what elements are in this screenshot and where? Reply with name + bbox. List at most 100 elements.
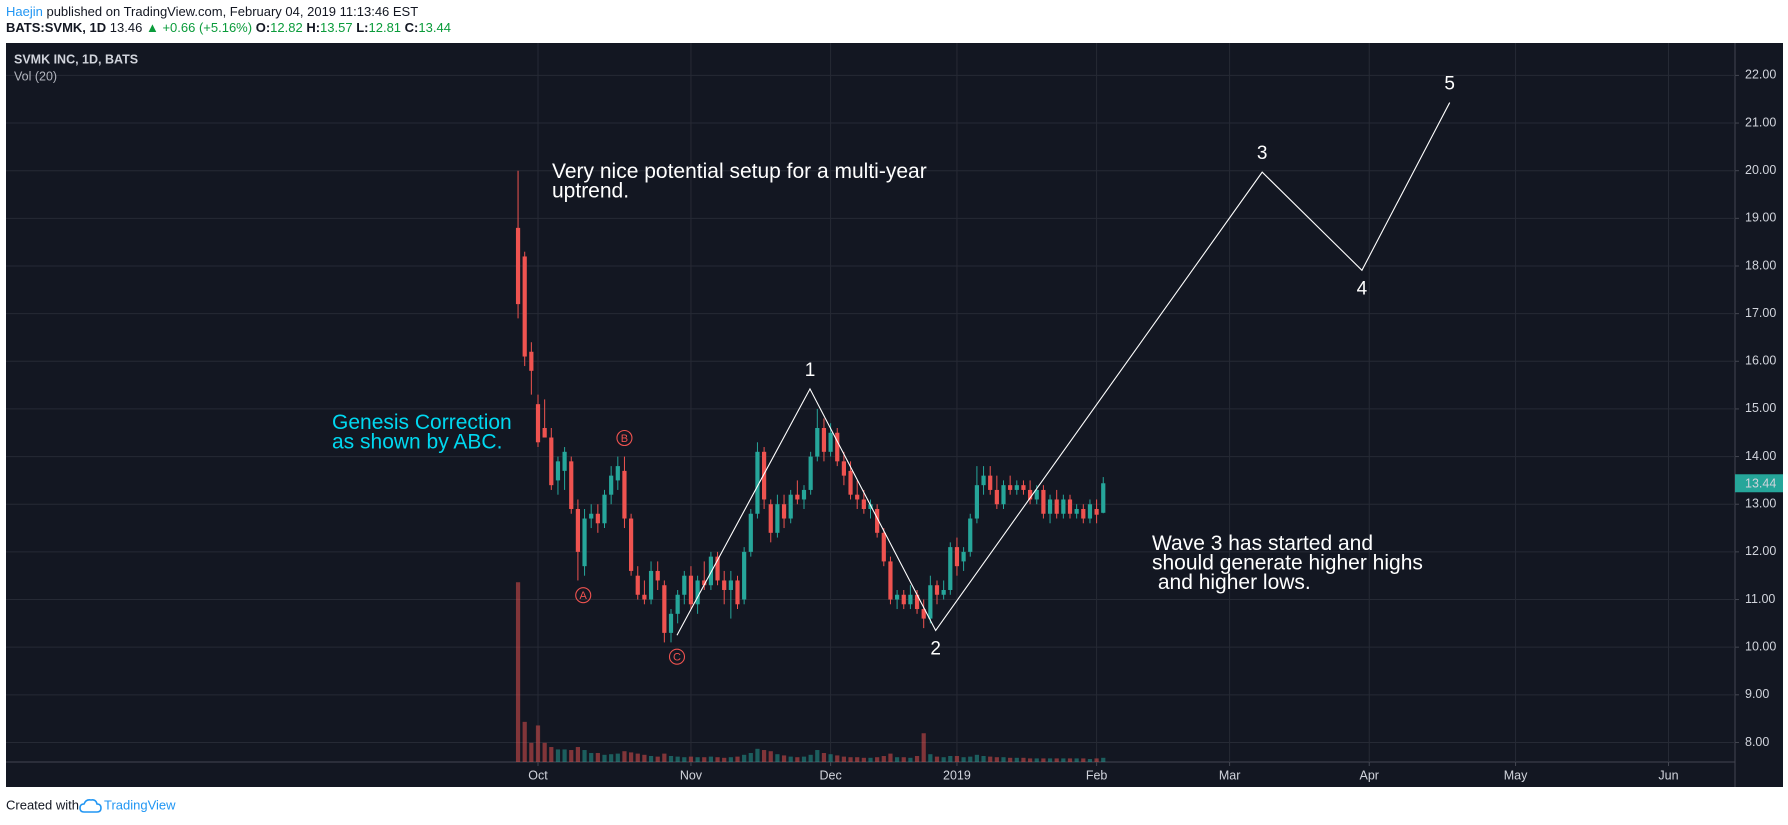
chart-background bbox=[6, 43, 1783, 787]
volume-bar bbox=[861, 757, 866, 762]
candle-body bbox=[682, 575, 687, 595]
volume-bar bbox=[988, 756, 993, 762]
volume-bar bbox=[655, 756, 660, 762]
volume-bar bbox=[901, 757, 906, 762]
volume-bar bbox=[648, 756, 654, 762]
annotation-line: uptrend. bbox=[552, 179, 629, 202]
volume-bar bbox=[1081, 758, 1086, 762]
volume-bar bbox=[961, 757, 966, 762]
volume-bar bbox=[549, 747, 554, 762]
x-tick-label: Jun bbox=[1658, 768, 1678, 782]
author[interactable]: Haejin bbox=[6, 4, 43, 19]
volume-bar bbox=[675, 756, 680, 762]
candle-body bbox=[615, 466, 620, 481]
abc-label: A bbox=[580, 590, 588, 602]
candle-body bbox=[1067, 499, 1073, 514]
candle-body bbox=[801, 489, 807, 500]
ohlc-value: 12.82 bbox=[270, 20, 303, 35]
candle-body bbox=[841, 461, 846, 476]
volume-bar bbox=[762, 750, 767, 762]
candle-body bbox=[941, 589, 946, 595]
candle-body bbox=[848, 470, 853, 495]
candle-body bbox=[609, 475, 614, 495]
candle-body bbox=[522, 256, 527, 357]
volume-bar bbox=[821, 753, 827, 762]
candle-body bbox=[968, 518, 973, 552]
candle-body bbox=[629, 518, 634, 571]
candle-body bbox=[875, 508, 880, 533]
candle-body bbox=[569, 461, 574, 509]
change: +0.66 (+5.16%) bbox=[162, 20, 252, 35]
candle-body bbox=[1094, 508, 1099, 515]
candle-body bbox=[888, 561, 893, 600]
candle-body bbox=[748, 513, 753, 552]
candle-body bbox=[695, 580, 700, 605]
abc-circle bbox=[575, 587, 592, 604]
volume-bar bbox=[1054, 758, 1059, 762]
ohlc-value: 13.57 bbox=[320, 20, 353, 35]
last-price-label: 13.44 bbox=[1745, 477, 1776, 491]
candle-body bbox=[821, 427, 827, 452]
volume-bar bbox=[828, 754, 833, 762]
abc-label: B bbox=[621, 433, 628, 445]
ohlc-value: 12.81 bbox=[369, 20, 402, 35]
volume-bar bbox=[602, 754, 607, 762]
candle-body bbox=[622, 470, 627, 519]
ohlc-label: L: bbox=[356, 20, 368, 35]
candle-body bbox=[768, 504, 773, 533]
volume-bar bbox=[748, 753, 753, 762]
x-tick-label: May bbox=[1504, 768, 1528, 782]
volume-bar bbox=[668, 756, 674, 762]
candle-body bbox=[795, 494, 800, 500]
logo-icon bbox=[79, 799, 102, 813]
candle-body bbox=[815, 427, 820, 457]
candle-body bbox=[648, 570, 654, 600]
annotation-line: as shown by ABC. bbox=[332, 430, 502, 453]
volume-bar bbox=[875, 757, 880, 762]
candle-body bbox=[881, 532, 886, 562]
candle-body bbox=[895, 594, 900, 600]
candle-body bbox=[994, 489, 999, 505]
volume-bar bbox=[934, 756, 940, 762]
volume-bar bbox=[848, 757, 853, 762]
x-tick-label: Mar bbox=[1219, 768, 1241, 782]
candle-body bbox=[835, 432, 840, 462]
volume-bar bbox=[695, 757, 700, 762]
volume-bar bbox=[994, 757, 999, 762]
volume-bar bbox=[908, 757, 913, 762]
candle-body bbox=[742, 551, 747, 600]
volume-bar bbox=[595, 753, 600, 762]
x-tick-label: Oct bbox=[528, 768, 548, 782]
candle-body bbox=[582, 518, 587, 567]
candle-body bbox=[735, 580, 740, 605]
volume-bar bbox=[1034, 758, 1039, 762]
volume-bar bbox=[562, 749, 567, 762]
volume-bar bbox=[921, 733, 926, 762]
candle-body bbox=[602, 494, 607, 524]
volume-bar bbox=[788, 756, 793, 762]
footer-brand[interactable]: TradingView bbox=[104, 797, 176, 812]
y-tick-label: 9.00 bbox=[1745, 687, 1769, 701]
volume-bar bbox=[981, 756, 986, 762]
annotation-line: Genesis Correction bbox=[332, 411, 512, 434]
volume-bar bbox=[775, 754, 780, 762]
volume-bar bbox=[1061, 758, 1066, 762]
volume-bar bbox=[868, 757, 873, 762]
y-tick-label: 14.00 bbox=[1745, 449, 1776, 463]
volume-bar bbox=[535, 725, 541, 762]
candle-body bbox=[675, 594, 680, 614]
volume-bar bbox=[895, 757, 900, 762]
annotation-line: and higher lows. bbox=[1152, 571, 1311, 594]
volume-bar bbox=[755, 748, 760, 762]
y-tick-label: 22.00 bbox=[1745, 68, 1776, 82]
volume-bar bbox=[888, 753, 893, 762]
abc-circle bbox=[668, 648, 686, 665]
candle-body bbox=[988, 475, 993, 490]
candle-body bbox=[595, 513, 600, 524]
candle-body bbox=[549, 437, 554, 486]
chart-title: SVMK INC, 1D, BATS bbox=[14, 52, 138, 66]
y-tick-label: 12.00 bbox=[1745, 544, 1776, 558]
volume-bar bbox=[515, 582, 521, 762]
volume-bar bbox=[968, 756, 973, 762]
